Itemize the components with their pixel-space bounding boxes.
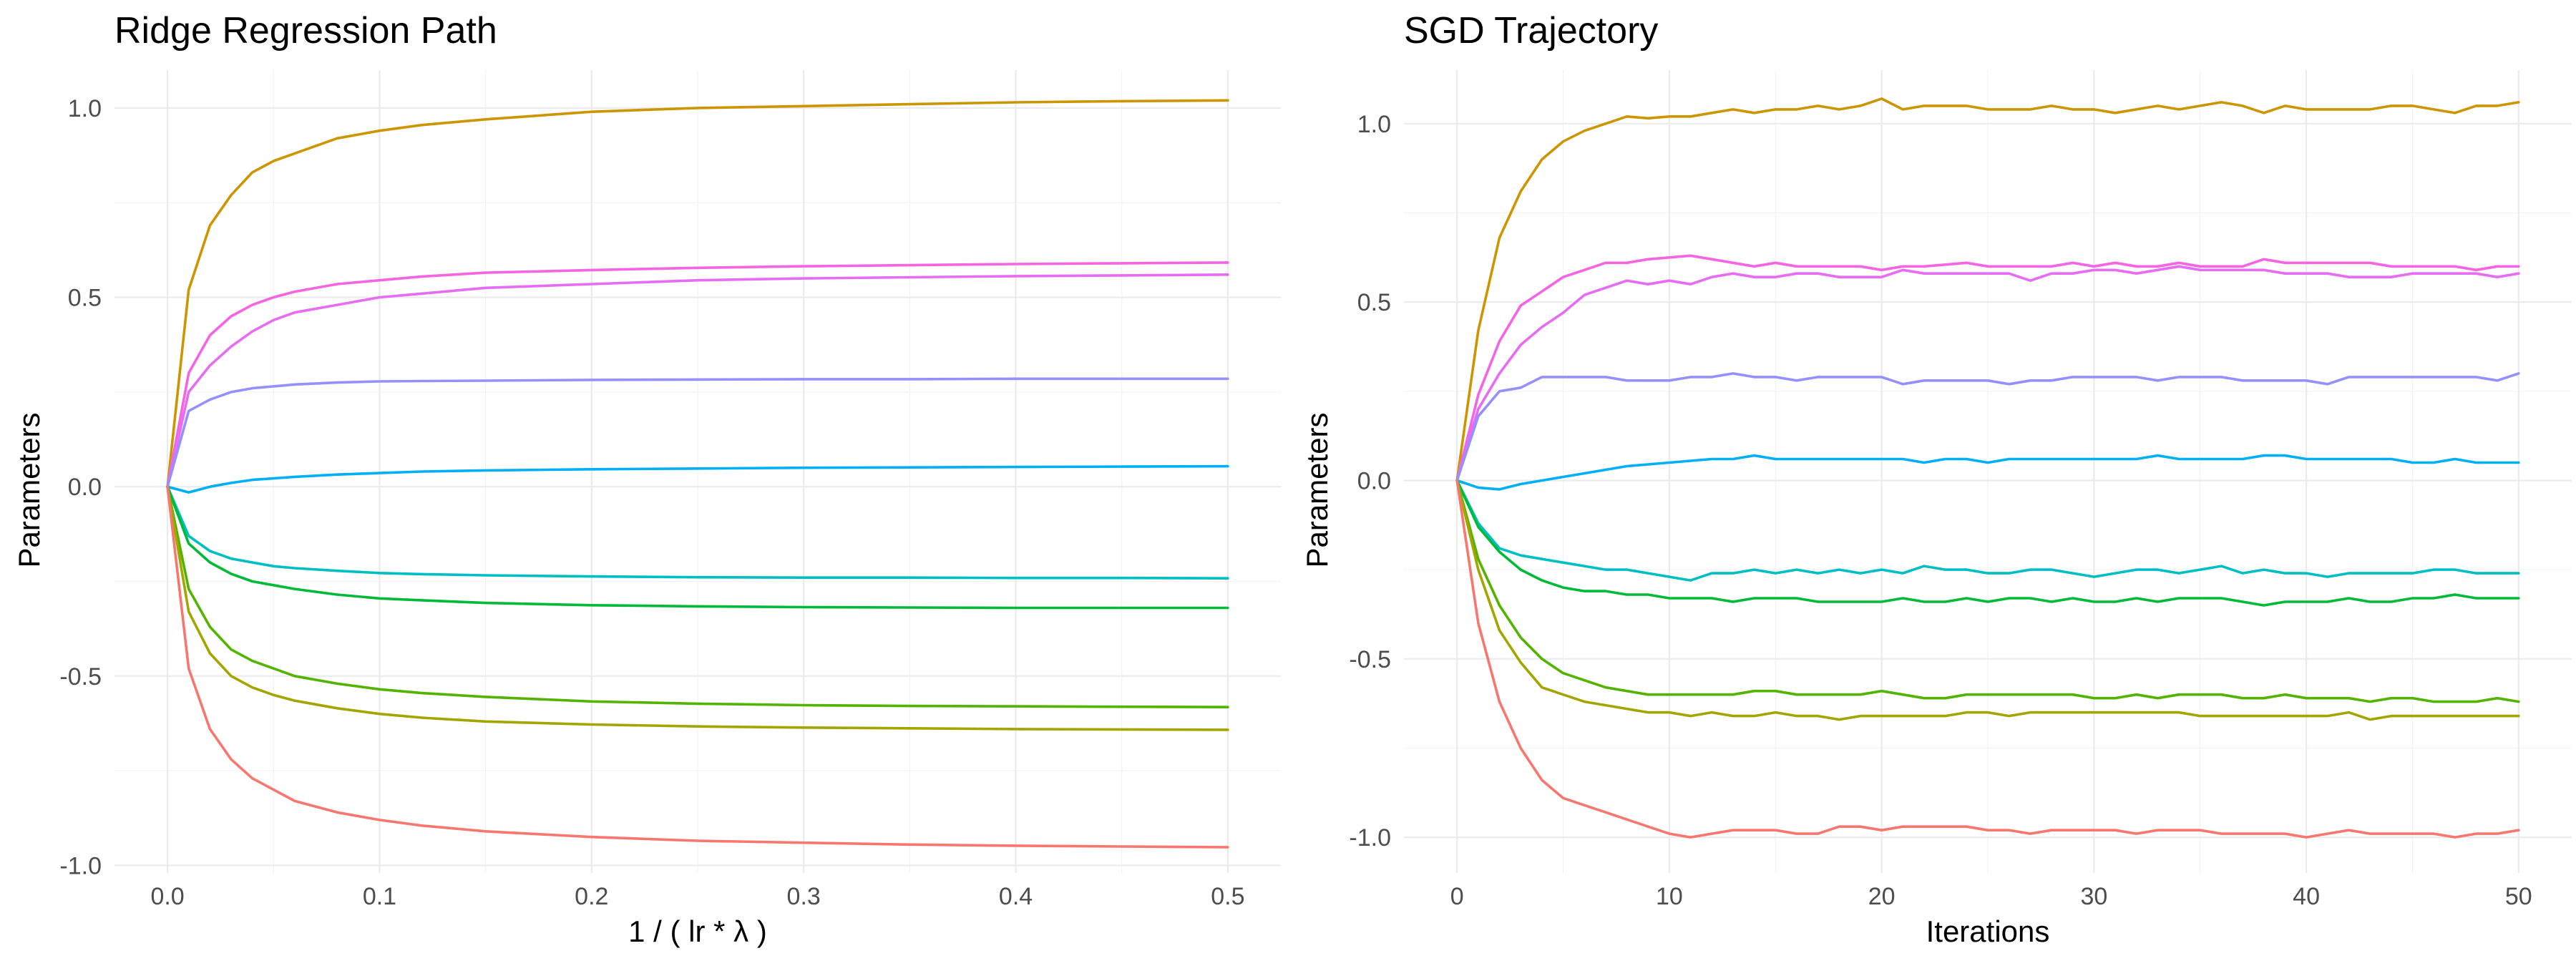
sgd-x-tick-label: 50 (2505, 883, 2532, 910)
sgd-x-tick-label: 10 (1656, 883, 1683, 910)
ridge-major-grid (114, 70, 1281, 873)
sgd-y-tick-label: 0.0 (1357, 467, 1391, 494)
ridge-y-tick-label: 0.0 (68, 474, 102, 501)
sgd-series-line-7 (1455, 479, 2520, 607)
sgd-y-tick-label: 0.5 (1357, 289, 1391, 316)
ridge-series-line-5 (166, 464, 1229, 494)
ridge-series-line-7 (166, 485, 1229, 610)
sgd-y-tick-labels: -1.0 -0.5 0.0 0.5 1.0 (1349, 111, 1391, 852)
ridge-series-line-1 (166, 99, 1229, 488)
sgd-series-line-8 (1455, 479, 2520, 703)
sgd-x-tick-label: 40 (2293, 883, 2320, 910)
ridge-series-line-3 (166, 273, 1229, 488)
ridge-chart-title: Ridge Regression Path (114, 10, 497, 52)
sgd-y-tick-label: -0.5 (1349, 646, 1391, 673)
sgd-x-tick-label: 20 (1868, 883, 1896, 910)
ridge-series-line-9 (166, 485, 1229, 731)
ridge-series-line-6 (166, 485, 1229, 580)
sgd-trajectory-panel: 0 10 20 30 40 50 -1.0 -0.5 0.0 0.5 1.0 SGD Trajec… (1300, 10, 2572, 948)
ridge-y-axis-title: Parameters (12, 412, 46, 567)
sgd-x-tick-labels: 0 10 20 30 40 50 (1450, 883, 2532, 910)
sgd-major-grid (1404, 70, 2572, 873)
ridge-x-axis-title: 1 / ( lr * λ ) (628, 914, 767, 948)
ridge-y-tick-label: -0.5 (59, 663, 102, 691)
sgd-minor-grid (1404, 70, 2572, 873)
sgd-y-axis-title: Parameters (1300, 412, 1334, 567)
sgd-x-axis-title: Iterations (1926, 914, 2050, 948)
sgd-series-line-4 (1455, 372, 2520, 482)
ridge-x-tick-label: 0.2 (575, 883, 608, 910)
ridge-series-layer (166, 99, 1229, 849)
sgd-y-tick-label: 1.0 (1357, 111, 1391, 138)
sgd-series-line-10 (1455, 479, 2520, 839)
ridge-x-tick-label: 0.3 (787, 883, 821, 910)
sgd-series-line-1 (1455, 97, 2520, 482)
ridge-x-tick-label: 0.4 (999, 883, 1033, 910)
sgd-x-tick-label: 30 (2080, 883, 2107, 910)
ridge-x-tick-labels: 0.0 0.1 0.2 0.3 0.4 0.5 (150, 883, 1244, 910)
sgd-series-layer (1455, 97, 2520, 839)
sgd-x-tick-label: 0 (1450, 883, 1464, 910)
ridge-y-tick-label: -1.0 (59, 852, 102, 879)
ridge-x-tick-label: 0.1 (363, 883, 396, 910)
ridge-minor-grid (114, 70, 1281, 873)
sgd-series-line-9 (1455, 479, 2520, 721)
ridge-series-line-8 (166, 485, 1229, 708)
ridge-y-tick-labels: -1.0 -0.5 0.0 0.5 1.0 (59, 95, 102, 879)
ridge-series-line-10 (166, 485, 1229, 849)
ridge-series-line-4 (166, 377, 1229, 488)
ridge-regression-panel: 0.0 0.1 0.2 0.3 0.4 0.5 -1.0 -0.5 0.0 0.5 1.0 Rid… (12, 10, 1281, 948)
sgd-chart-title: SGD Trajectory (1404, 10, 1658, 52)
ridge-y-tick-label: 0.5 (68, 285, 102, 312)
ridge-series-line-2 (166, 261, 1229, 488)
sgd-series-line-2 (1455, 254, 2520, 482)
ridge-y-tick-label: 1.0 (68, 95, 102, 122)
sgd-series-line-5 (1455, 454, 2520, 491)
ridge-x-tick-label: 0.0 (150, 883, 184, 910)
sgd-series-line-6 (1455, 479, 2520, 582)
sgd-series-line-3 (1455, 265, 2520, 482)
sgd-y-tick-label: -1.0 (1349, 824, 1391, 852)
ridge-x-tick-label: 0.5 (1211, 883, 1244, 910)
